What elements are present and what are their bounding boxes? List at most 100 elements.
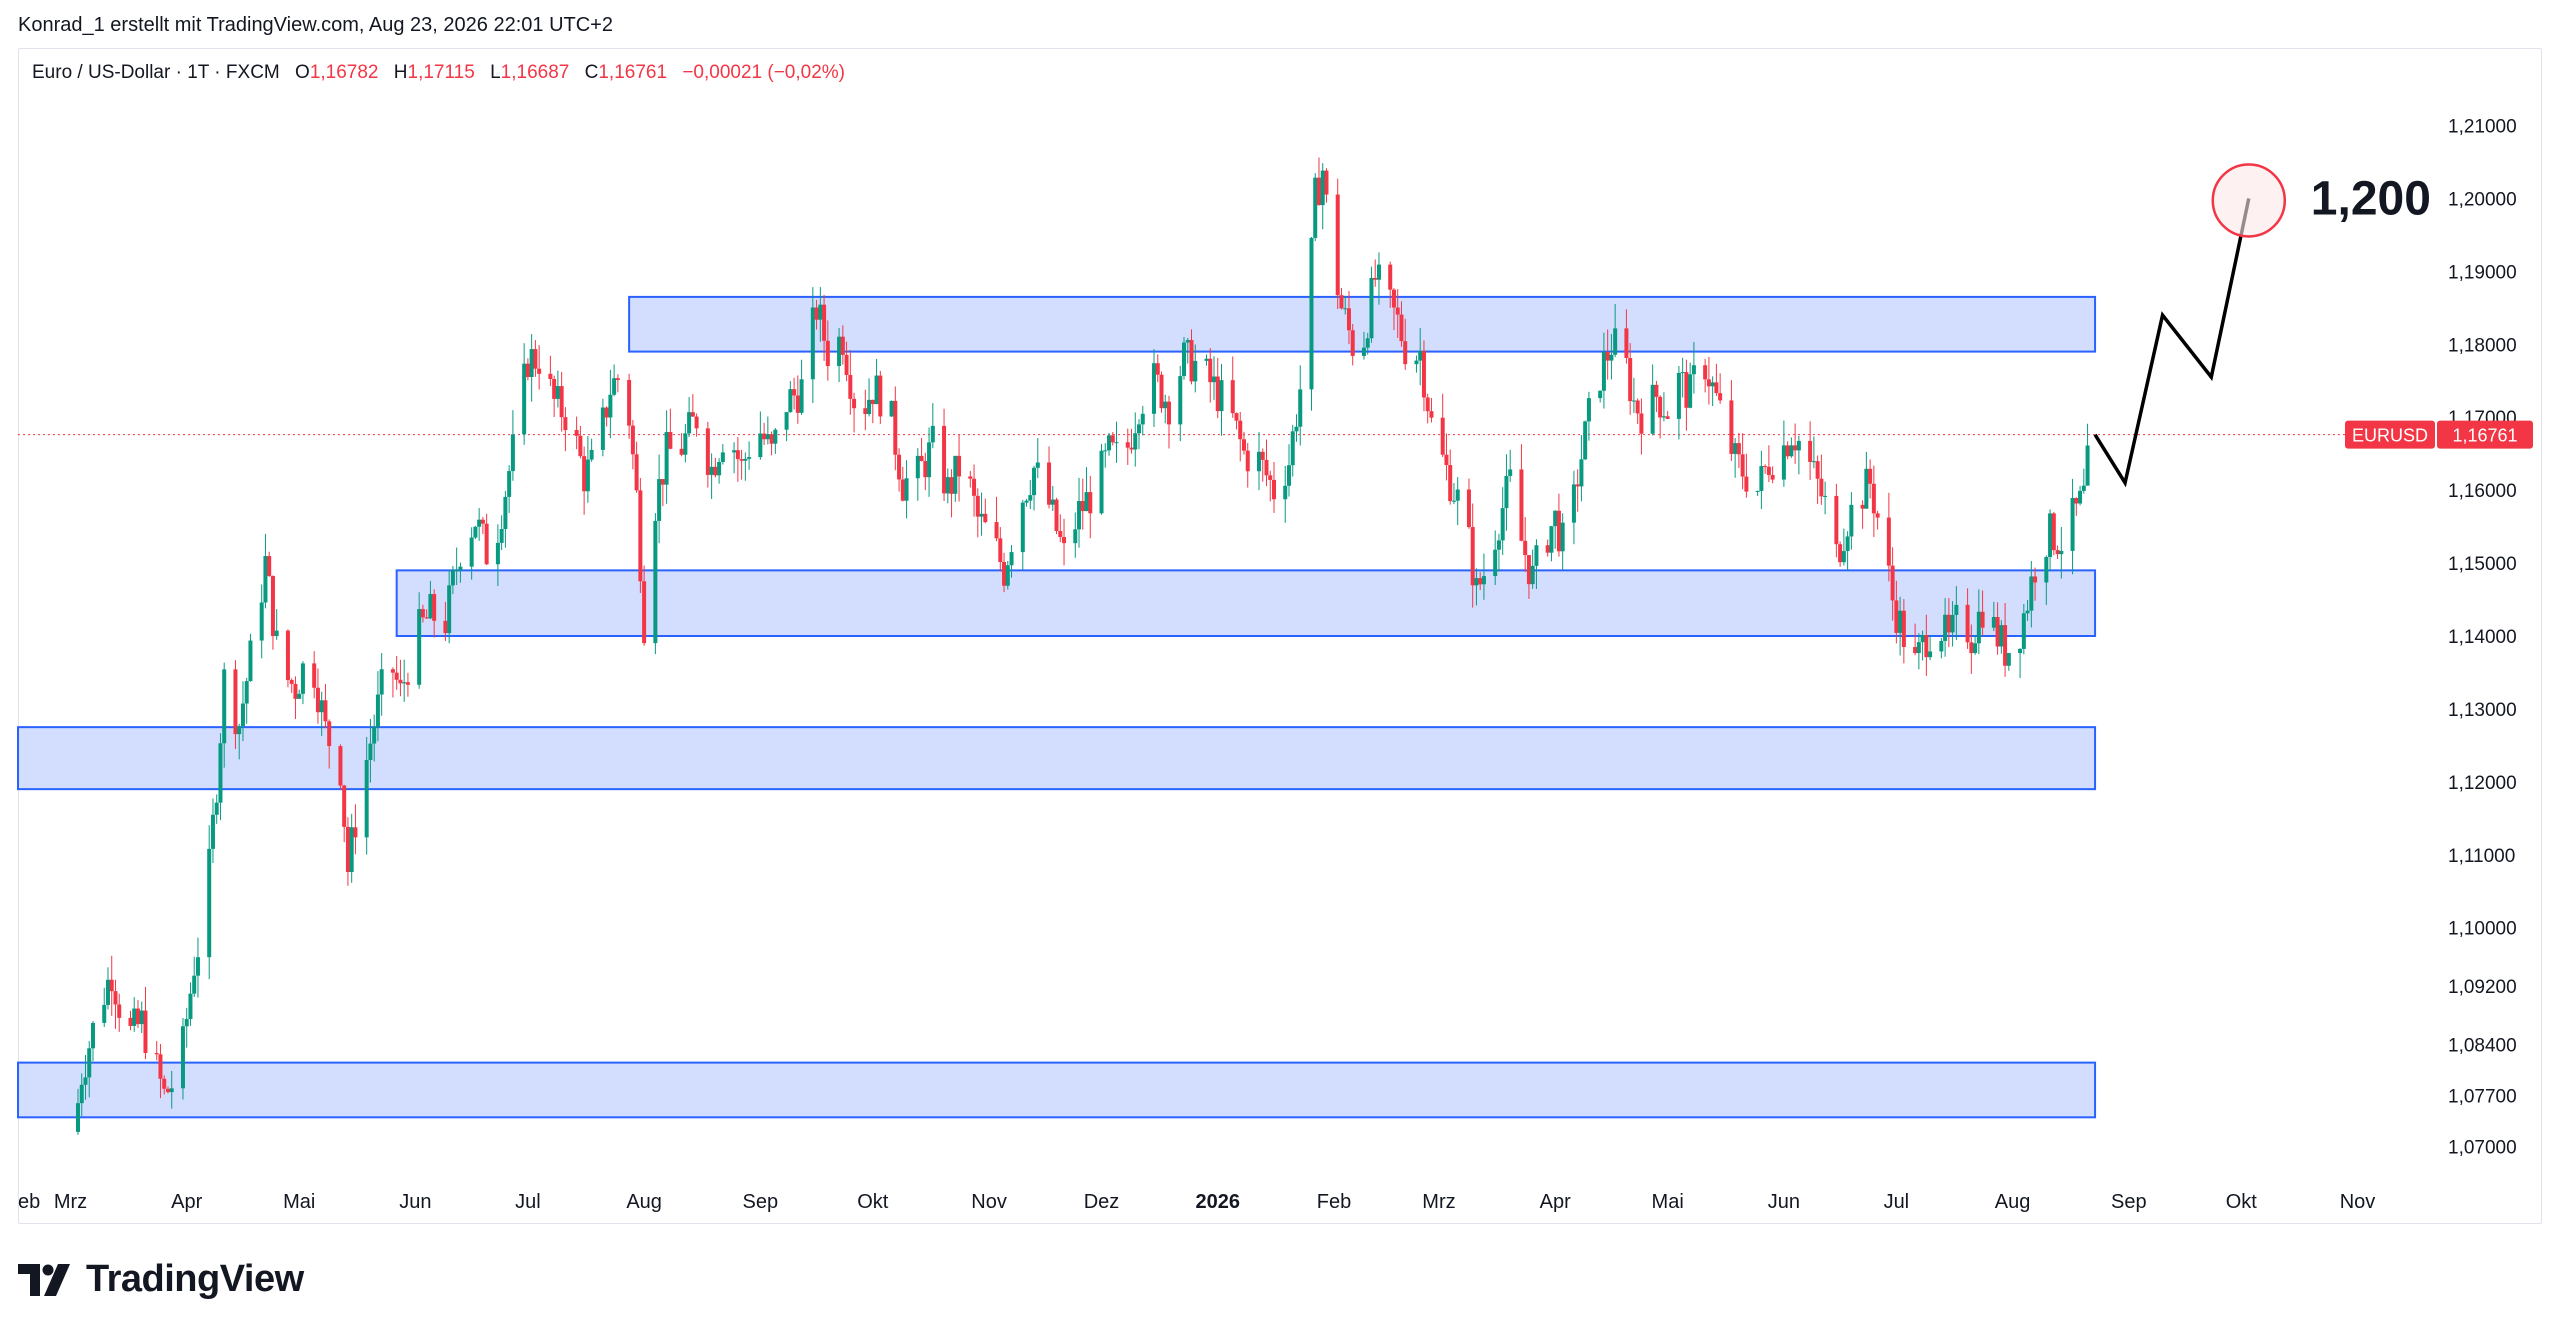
candle-body-214 xyxy=(1193,360,1198,382)
candle-body-198 xyxy=(1110,435,1115,443)
candle-body-61 xyxy=(394,672,399,680)
candle-body-320 xyxy=(1755,490,1760,492)
candle-body-84 xyxy=(510,434,515,472)
candle-body-258 xyxy=(1425,397,1430,412)
candle-body-160 xyxy=(915,455,920,479)
candle-body-1 xyxy=(79,1084,84,1104)
forecast-path[interactable] xyxy=(2093,198,2251,488)
zone-rect-1[interactable] xyxy=(628,295,2097,353)
candle-body-261 xyxy=(1444,454,1449,466)
candle-body-16 xyxy=(158,1054,163,1079)
candle-body-64 xyxy=(405,682,410,685)
candle-body-190 xyxy=(1073,529,1078,544)
zone-rect-3[interactable] xyxy=(17,726,2097,791)
candle-body-151 xyxy=(867,399,872,415)
candle-body-284 xyxy=(1560,522,1565,552)
target-circle[interactable] xyxy=(2211,163,2287,238)
candle-body-138 xyxy=(795,395,800,413)
y-tick-label-9: 1,12000 xyxy=(2448,773,2517,794)
candle-body-318 xyxy=(1740,454,1745,477)
candle-body-256 xyxy=(1418,351,1423,361)
candle-body-249 xyxy=(1376,264,1381,280)
last-price-tag[interactable] xyxy=(2437,420,2533,449)
candle-body-90 xyxy=(548,373,553,380)
chart-frame xyxy=(18,48,2542,1224)
candle-body-228 xyxy=(1268,475,1273,480)
candle-body-33 xyxy=(244,681,249,704)
candle-body-146 xyxy=(840,336,845,355)
candle-body-13 xyxy=(139,1010,144,1025)
candle-body-302 xyxy=(1658,396,1663,418)
candle-body-66 xyxy=(420,609,425,618)
tradingview-logo[interactable]: TradingView xyxy=(18,1258,304,1301)
x-tick-label-8: Okt xyxy=(857,1191,889,1213)
candle-body-55 xyxy=(364,760,369,838)
candle-body-108 xyxy=(638,490,643,582)
candle-body-376 xyxy=(2048,513,2053,558)
candle-body-63 xyxy=(402,682,407,684)
candle-body-236 xyxy=(1313,177,1318,238)
x-tick-label-3: Mai xyxy=(283,1191,315,1213)
candle-body-277 xyxy=(1526,555,1531,585)
y-tick-label-15: 1,07000 xyxy=(2448,1137,2517,1158)
candle-body-92 xyxy=(555,386,560,399)
candle-body-221 xyxy=(1234,413,1239,421)
candle-body-333 xyxy=(1819,478,1824,497)
y-tick-label-13: 1,08400 xyxy=(2448,1035,2517,1056)
candle-body-349 xyxy=(1901,610,1906,648)
candle-body-363 xyxy=(1976,611,1981,644)
candle-body-128 xyxy=(743,458,748,461)
zone-rect-2[interactable] xyxy=(395,569,2097,638)
x-tick-label-2: Apr xyxy=(171,1191,202,1213)
candle-body-342 xyxy=(1868,468,1873,484)
candles-group xyxy=(75,157,2090,1135)
candle-body-2 xyxy=(83,1077,88,1085)
candle-body-42 xyxy=(293,683,298,699)
candle-body-191 xyxy=(1077,501,1082,530)
candle-body-150 xyxy=(863,408,868,415)
candle-body-96 xyxy=(578,435,583,457)
candle-body-126 xyxy=(735,450,740,460)
candle-body-367 xyxy=(1999,625,2004,647)
symbol-price-tag[interactable] xyxy=(2345,420,2435,449)
candle-body-136 xyxy=(788,389,793,413)
candle-body-230 xyxy=(1283,485,1288,500)
candle-body-269 xyxy=(1481,576,1486,585)
candle-body-254 xyxy=(1403,341,1408,365)
candle-body-123 xyxy=(717,461,722,476)
candle-body-296 xyxy=(1628,357,1633,402)
candle-body-247 xyxy=(1369,277,1374,339)
candle-body-100 xyxy=(600,407,605,450)
y-tick-label-14: 1,07700 xyxy=(2448,1086,2517,1107)
candle-body-246 xyxy=(1365,338,1370,348)
candle-body-281 xyxy=(1549,526,1554,553)
last-price-tag-text: 1,16761 xyxy=(2452,426,2517,446)
candle-body-287 xyxy=(1579,459,1584,487)
candle-body-91 xyxy=(552,379,557,399)
candle-body-215 xyxy=(1204,358,1209,361)
legend-symbol[interactable]: Euro / US-Dollar · 1T · FXCM xyxy=(32,62,280,83)
candle-body-82 xyxy=(503,496,508,529)
candle-body-186 xyxy=(1050,499,1055,505)
candle-body-161 xyxy=(919,455,924,462)
candle-body-134 xyxy=(773,429,778,444)
candle-body-105 xyxy=(627,379,632,426)
candle-body-232 xyxy=(1290,431,1295,466)
candle-body-294 xyxy=(1613,328,1618,355)
candle-body-343 xyxy=(1871,483,1876,514)
candle-body-52 xyxy=(345,826,350,873)
candle-body-375 xyxy=(2044,557,2049,583)
candle-body-133 xyxy=(769,434,774,444)
candle-body-354 xyxy=(1928,651,1933,658)
y-tick-label-6: 1,15000 xyxy=(2448,554,2517,575)
candle-body-155 xyxy=(889,400,894,417)
candle-body-141 xyxy=(814,307,819,320)
candle-body-7 xyxy=(109,979,114,992)
candle-body-3 xyxy=(87,1048,92,1078)
candle-body-245 xyxy=(1361,347,1366,356)
zone-rect-4[interactable] xyxy=(17,1061,2097,1119)
candle-body-173 xyxy=(979,513,984,517)
candle-body-140 xyxy=(810,307,815,380)
candle-body-293 xyxy=(1609,354,1614,361)
